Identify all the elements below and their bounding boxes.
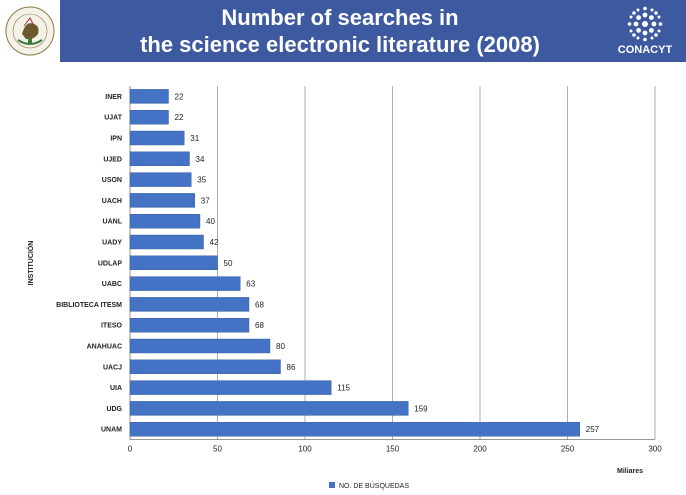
data-label: 22 — [175, 92, 184, 101]
data-label: 68 — [255, 300, 264, 309]
category-label: UABC — [102, 281, 122, 288]
x-tick-label: 100 — [298, 445, 312, 454]
x-axis-ticks: 0 50 100 150 200 250 300 — [128, 445, 662, 454]
category-label: INER — [105, 94, 122, 101]
category-label: UJED — [103, 156, 122, 163]
bar — [129, 110, 169, 125]
chart-bars — [129, 89, 580, 437]
data-label: 22 — [175, 113, 184, 122]
category-label: BIBLIOTECA ITESM — [56, 302, 122, 309]
bar — [129, 276, 241, 291]
bar — [129, 318, 250, 333]
legend-swatch — [329, 482, 335, 488]
category-label: UADY — [102, 240, 122, 247]
bar-chart: 0 50 100 150 200 250 300 INER UJAT IPN UJED USON UA… — [26, 86, 662, 490]
bar — [129, 380, 332, 395]
x-tick-label: 0 — [128, 445, 133, 454]
header: Number of searches in the science electr… — [0, 0, 686, 62]
data-label: 115 — [337, 384, 350, 393]
conacyt-logo: CONACYT — [610, 6, 680, 58]
x-tick-label: 250 — [561, 445, 575, 454]
bar — [129, 151, 190, 167]
category-label: UACJ — [103, 364, 122, 371]
bar — [129, 172, 192, 187]
x-tick-label: 200 — [473, 445, 487, 454]
bar — [129, 89, 169, 104]
category-label: UJAT — [104, 115, 122, 122]
conacyt-emblem-icon — [627, 6, 663, 42]
category-label: UNAM — [101, 427, 122, 434]
x-tick-label: 150 — [386, 445, 400, 454]
header-band — [60, 0, 686, 62]
bar — [129, 130, 185, 146]
data-labels: 22 22 31 34 35 37 40 42 50 63 68 68 80 86 115 159 257 — [175, 92, 600, 434]
data-label: 68 — [255, 321, 264, 330]
bar — [129, 213, 201, 229]
title-line-1: Number of searches in — [221, 5, 459, 30]
mexico-seal-icon — [4, 4, 56, 58]
category-label: UDG — [106, 406, 122, 413]
data-label: 80 — [276, 342, 285, 351]
y-axis-categories: INER UJAT IPN UJED USON UACH UANL UADY UDLAP UABC… — [56, 94, 123, 434]
bar — [129, 359, 281, 374]
category-label: ITESO — [101, 323, 123, 330]
y-axis-label: INSTITUCIÓN — [26, 241, 35, 286]
logo-text: CONACYT — [617, 44, 673, 56]
data-label: 35 — [197, 176, 206, 185]
category-label: ANAHUAC — [87, 344, 122, 351]
bar — [129, 234, 204, 250]
data-label: 42 — [210, 238, 219, 247]
data-label: 34 — [196, 155, 205, 164]
data-label: 37 — [201, 196, 210, 205]
data-label: 86 — [287, 363, 296, 372]
data-label: 31 — [190, 134, 199, 143]
data-label: 50 — [224, 259, 233, 268]
x-axis-label: Miliares — [617, 468, 643, 475]
legend-label: NO. DE BÚSQUEDAS — [339, 481, 409, 490]
data-label: 257 — [586, 425, 600, 434]
category-label: UACH — [102, 198, 122, 205]
category-label: USON — [102, 177, 122, 184]
category-label: IPN — [110, 136, 122, 143]
category-label: UANL — [103, 219, 123, 226]
category-label: UDLAP — [98, 260, 122, 267]
bar — [129, 401, 409, 416]
legend: NO. DE BÚSQUEDAS — [329, 481, 409, 490]
bar — [129, 338, 271, 354]
data-label: 40 — [206, 217, 215, 226]
page-title: Number of searches in the science electr… — [100, 4, 580, 58]
x-tick-label: 300 — [648, 445, 662, 454]
bar — [129, 193, 195, 208]
x-tick-label: 50 — [213, 445, 222, 454]
bar — [129, 297, 250, 312]
data-label: 63 — [246, 280, 255, 289]
data-label: 159 — [414, 404, 428, 413]
category-label: UIA — [110, 385, 122, 392]
bar — [129, 255, 218, 271]
bar — [129, 422, 580, 437]
title-line-2: the science electronic literature (2008) — [140, 32, 540, 57]
